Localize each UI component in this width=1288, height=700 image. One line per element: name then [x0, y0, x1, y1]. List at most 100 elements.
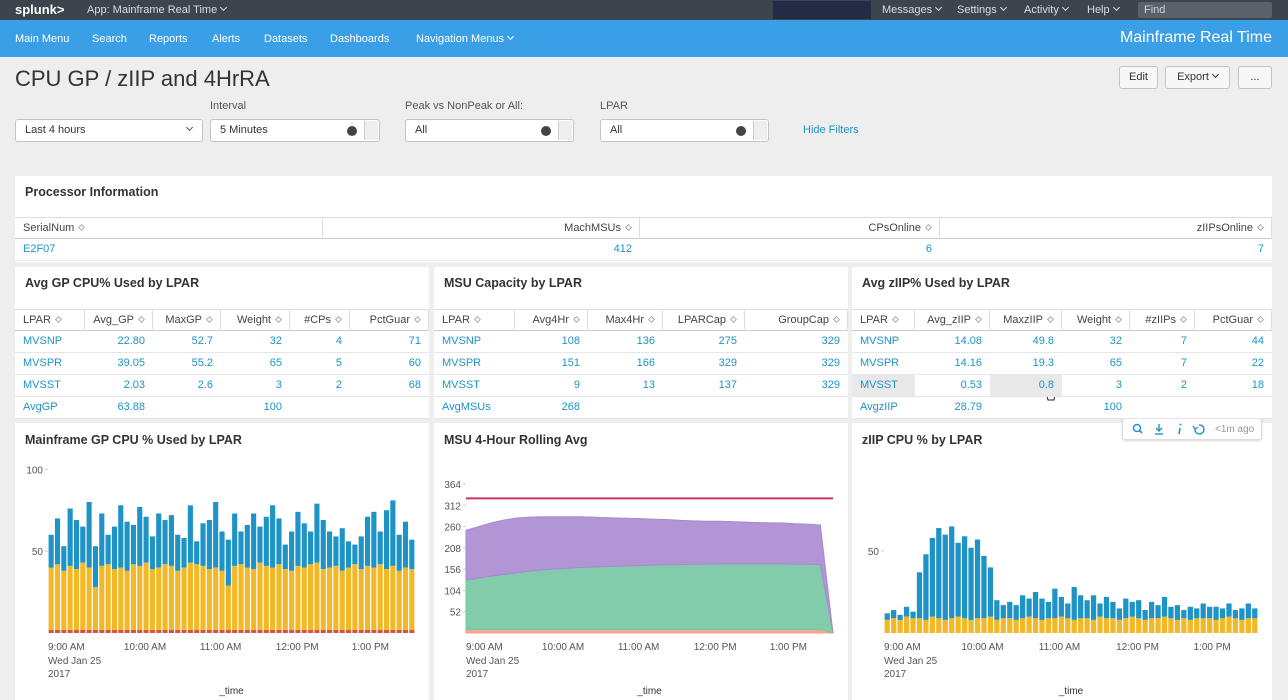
- column-header: LPARCap: [663, 310, 745, 331]
- column-header: Weight: [221, 310, 290, 331]
- top-menu[interactable]: Help: [1087, 4, 1119, 16]
- header-button[interactable]: ...: [1238, 66, 1272, 89]
- table-cell: 13: [642, 379, 655, 391]
- table-cell: 18: [1251, 379, 1264, 391]
- top-menu[interactable]: Activity: [1024, 4, 1068, 16]
- filter-input[interactable]: All: [600, 119, 769, 142]
- table-panel: [15, 267, 429, 418]
- column-header: MachMSUs: [323, 218, 640, 239]
- column-header: GroupCap: [745, 310, 848, 331]
- table-header: SerialNum MachMSUs CPsOnline zIIPsOnline: [15, 217, 1272, 239]
- table-cell: 2.6: [197, 379, 213, 391]
- app-menu[interactable]: App: Mainframe Real Time: [87, 4, 226, 16]
- table-row: MVSNP 14.08 49.8 32 7 44: [852, 331, 1272, 353]
- table-cell: 65: [1109, 357, 1122, 369]
- table-cell: 137: [718, 379, 737, 391]
- table-cell[interactable]: MVSST: [442, 379, 480, 391]
- table-cell: 32: [269, 335, 282, 347]
- search-box[interactable]: Find: [1138, 2, 1272, 18]
- table-cell[interactable]: MVSPR: [23, 357, 63, 369]
- status-box: [773, 1, 871, 19]
- table-cell: 5: [335, 357, 342, 369]
- column-header: Avg_GP: [85, 310, 153, 331]
- table-cell: [1130, 397, 1195, 418]
- table-row: MVSNP 22.80 52.7 32 4 71: [15, 331, 429, 353]
- table-cell: 22.80: [117, 335, 145, 347]
- table-cell[interactable]: E2F07: [23, 243, 56, 255]
- table-cell: 412: [613, 243, 632, 255]
- column-header: Avg4Hr: [515, 310, 588, 331]
- column-header: MaxzIIP: [990, 310, 1062, 331]
- table-cell[interactable]: MVSNP: [860, 335, 900, 347]
- table-cell: [153, 397, 221, 418]
- nav-item[interactable]: Datasets: [264, 33, 308, 45]
- filter-label: Interval: [210, 100, 247, 112]
- column-header: Avg_zIIP: [915, 310, 990, 331]
- panel-title: Avg GP CPU% Used by LPAR: [25, 276, 200, 290]
- table-cell[interactable]: AvgzIIP: [860, 401, 898, 413]
- table-row: AvgMSUs 268: [434, 397, 848, 419]
- nav-item[interactable]: Search: [92, 33, 127, 45]
- column-header: zIIPsOnline: [940, 218, 1272, 239]
- chart-panel: [15, 423, 429, 700]
- table-row: E2F07 412 6 7: [15, 239, 1272, 261]
- nav-item[interactable]: Reports: [149, 33, 188, 45]
- table-cell[interactable]: MVSST: [852, 375, 915, 396]
- filter-label: Peak vs NonPeak or All:: [405, 100, 524, 112]
- clear-icon: [736, 126, 746, 136]
- table-cell: 0.8: [990, 375, 1062, 396]
- table-cell[interactable]: MVSPR: [860, 357, 900, 369]
- table-cell: 136: [636, 335, 655, 347]
- table-cell: 329: [718, 357, 737, 369]
- top-menu[interactable]: Settings: [957, 4, 1006, 16]
- table-row: MVSST 2.03 2.6 3 2 68: [15, 375, 429, 397]
- table-cell[interactable]: AvgGP: [23, 401, 58, 413]
- hide-filters[interactable]: Hide Filters: [803, 124, 859, 136]
- table-cell[interactable]: MVSPR: [442, 357, 482, 369]
- filter-input[interactable]: All: [405, 119, 574, 142]
- panel-title: MSU Capacity by LPAR: [444, 276, 582, 290]
- table-cell: 7: [1257, 243, 1264, 255]
- table-cell: [290, 397, 350, 418]
- table-cell: 32: [1109, 335, 1122, 347]
- table-cell: 65: [269, 357, 282, 369]
- header-button[interactable]: Export: [1165, 66, 1230, 89]
- header-button[interactable]: Edit: [1119, 66, 1158, 89]
- table-cell[interactable]: MVSNP: [442, 335, 482, 347]
- top-menu[interactable]: Messages: [882, 4, 941, 16]
- table-cell: [990, 397, 1062, 418]
- nav-item[interactable]: Dashboards: [330, 33, 390, 45]
- column-header: LPAR: [15, 310, 85, 331]
- toolbar-icons[interactable]: [1127, 419, 1217, 439]
- table-cell: 3: [275, 379, 282, 391]
- table-cell: [745, 397, 848, 418]
- nav-item[interactable]: Main Menu: [15, 33, 70, 45]
- nav-item[interactable]: Navigation Menus: [416, 33, 513, 45]
- table-cell: 28.79: [954, 401, 982, 413]
- table-cell: 7: [1180, 335, 1187, 347]
- table-cell[interactable]: MVSST: [23, 379, 61, 391]
- search-placeholder: Find: [1144, 4, 1166, 16]
- table-cell: 2: [335, 379, 342, 391]
- table-cell[interactable]: AvgMSUs: [442, 401, 491, 413]
- filter-input[interactable]: 5 Minutes: [210, 119, 380, 142]
- table-cell: 60: [408, 357, 421, 369]
- column-header: LPAR: [852, 310, 915, 331]
- panel-title: Avg zIIP% Used by LPAR: [862, 276, 1010, 290]
- table-cell: 329: [821, 357, 840, 369]
- table-cell: 68: [408, 379, 421, 391]
- table-panel: [434, 267, 848, 418]
- table-header: LPAR Avg_GP MaxGP Weight #CPs PctGuar: [15, 309, 429, 331]
- table-row: AvgzIIP 28.79 100: [852, 397, 1272, 419]
- column-header: #CPs: [290, 310, 350, 331]
- nav-item[interactable]: Alerts: [212, 33, 241, 45]
- table-cell: 7: [1180, 357, 1187, 369]
- logo[interactable]: splunk>: [15, 2, 65, 17]
- dashboard-title: CPU GP / zIIP and 4HrRA: [15, 66, 270, 91]
- dropdown-button: [364, 121, 378, 140]
- table-cell: 108: [561, 335, 580, 347]
- column-header: MaxGP: [153, 310, 221, 331]
- dropdown-button: [558, 121, 572, 140]
- filter-input[interactable]: Last 4 hours: [15, 119, 203, 142]
- table-cell[interactable]: MVSNP: [23, 335, 63, 347]
